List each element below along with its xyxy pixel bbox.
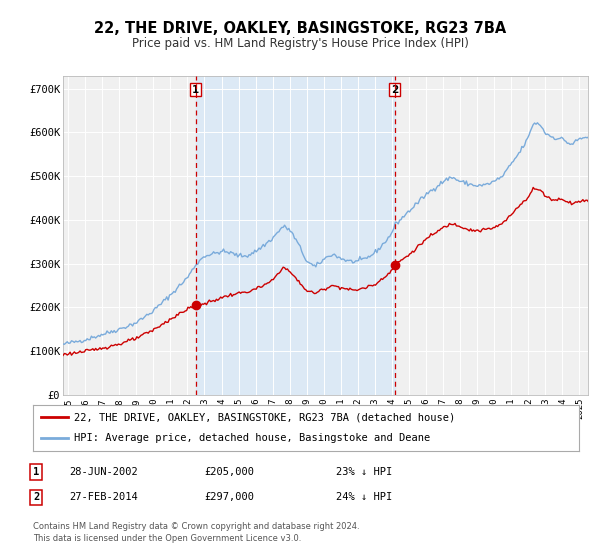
Text: 2: 2	[391, 85, 398, 95]
Text: HPI: Average price, detached house, Basingstoke and Deane: HPI: Average price, detached house, Basi…	[74, 433, 430, 444]
Text: 1: 1	[192, 85, 199, 95]
Bar	[196, 76, 395, 395]
Text: £297,000: £297,000	[204, 492, 254, 502]
Text: 24% ↓ HPI: 24% ↓ HPI	[336, 492, 392, 502]
Text: 1: 1	[33, 467, 39, 477]
Text: 28-JUN-2002: 28-JUN-2002	[69, 467, 138, 477]
Text: Contains HM Land Registry data © Crown copyright and database right 2024.
This d: Contains HM Land Registry data © Crown c…	[33, 522, 359, 543]
Text: Price paid vs. HM Land Registry's House Price Index (HPI): Price paid vs. HM Land Registry's House …	[131, 37, 469, 50]
Text: 2: 2	[33, 492, 39, 502]
Text: 22, THE DRIVE, OAKLEY, BASINGSTOKE, RG23 7BA (detached house): 22, THE DRIVE, OAKLEY, BASINGSTOKE, RG23…	[74, 412, 455, 422]
Text: 23% ↓ HPI: 23% ↓ HPI	[336, 467, 392, 477]
Text: 22, THE DRIVE, OAKLEY, BASINGSTOKE, RG23 7BA: 22, THE DRIVE, OAKLEY, BASINGSTOKE, RG23…	[94, 21, 506, 36]
Text: £205,000: £205,000	[204, 467, 254, 477]
Text: 27-FEB-2014: 27-FEB-2014	[69, 492, 138, 502]
